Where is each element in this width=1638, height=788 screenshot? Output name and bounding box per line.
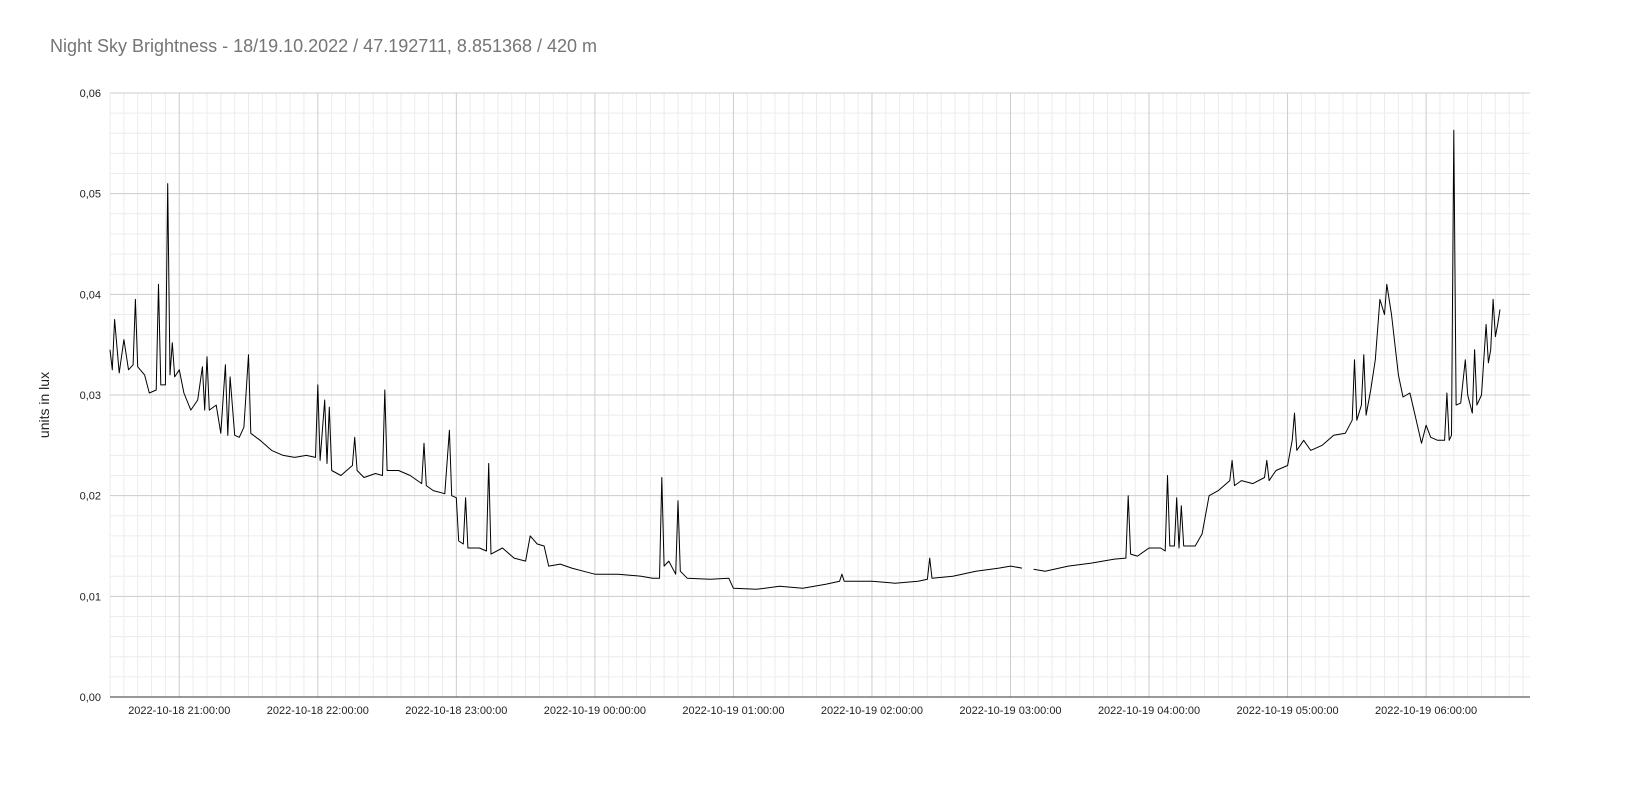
x-tick-label: 2022-10-19 00:00:00: [544, 705, 646, 717]
major-grid: [110, 92, 1530, 697]
series-line-segment: [109, 183, 1023, 590]
x-tick-label: 2022-10-19 05:00:00: [1236, 705, 1338, 717]
x-tick-label: 2022-10-19 04:00:00: [1098, 705, 1200, 717]
y-tick-label: 0,01: [80, 591, 101, 603]
y-tick-label: 0,03: [80, 390, 101, 402]
x-tick-label: 2022-10-19 01:00:00: [682, 705, 784, 717]
series-line-segment: [1033, 129, 1501, 572]
y-axis-title: units in lux: [36, 372, 52, 438]
y-tick-label: 0,00: [80, 692, 101, 704]
chart-title: Night Sky Brightness - 18/19.10.2022 / 4…: [50, 36, 598, 56]
y-tick-label: 0,02: [80, 491, 101, 503]
y-tick-label: 0,06: [80, 88, 101, 100]
series-lines: [109, 129, 1501, 590]
y-tick-label: 0,04: [80, 289, 101, 301]
x-tick-label: 2022-10-19 02:00:00: [821, 705, 923, 717]
x-tick-label: 2022-10-18 22:00:00: [267, 705, 369, 717]
x-tick-label: 2022-10-18 23:00:00: [405, 705, 507, 717]
x-axis-labels: 2022-10-18 21:00:00 2022-10-18 22:00:00 20…: [128, 705, 1477, 717]
y-tick-label: 0,05: [80, 189, 101, 201]
x-tick-label: 2022-10-19 03:00:00: [959, 705, 1061, 717]
x-tick-label: 2022-10-18 21:00:00: [128, 705, 230, 717]
y-axis-labels: 0,00 0,01 0,02 0,03 0,04 0,05 0,06: [80, 88, 101, 704]
x-tick-label: 2022-10-19 06:00:00: [1375, 705, 1477, 717]
